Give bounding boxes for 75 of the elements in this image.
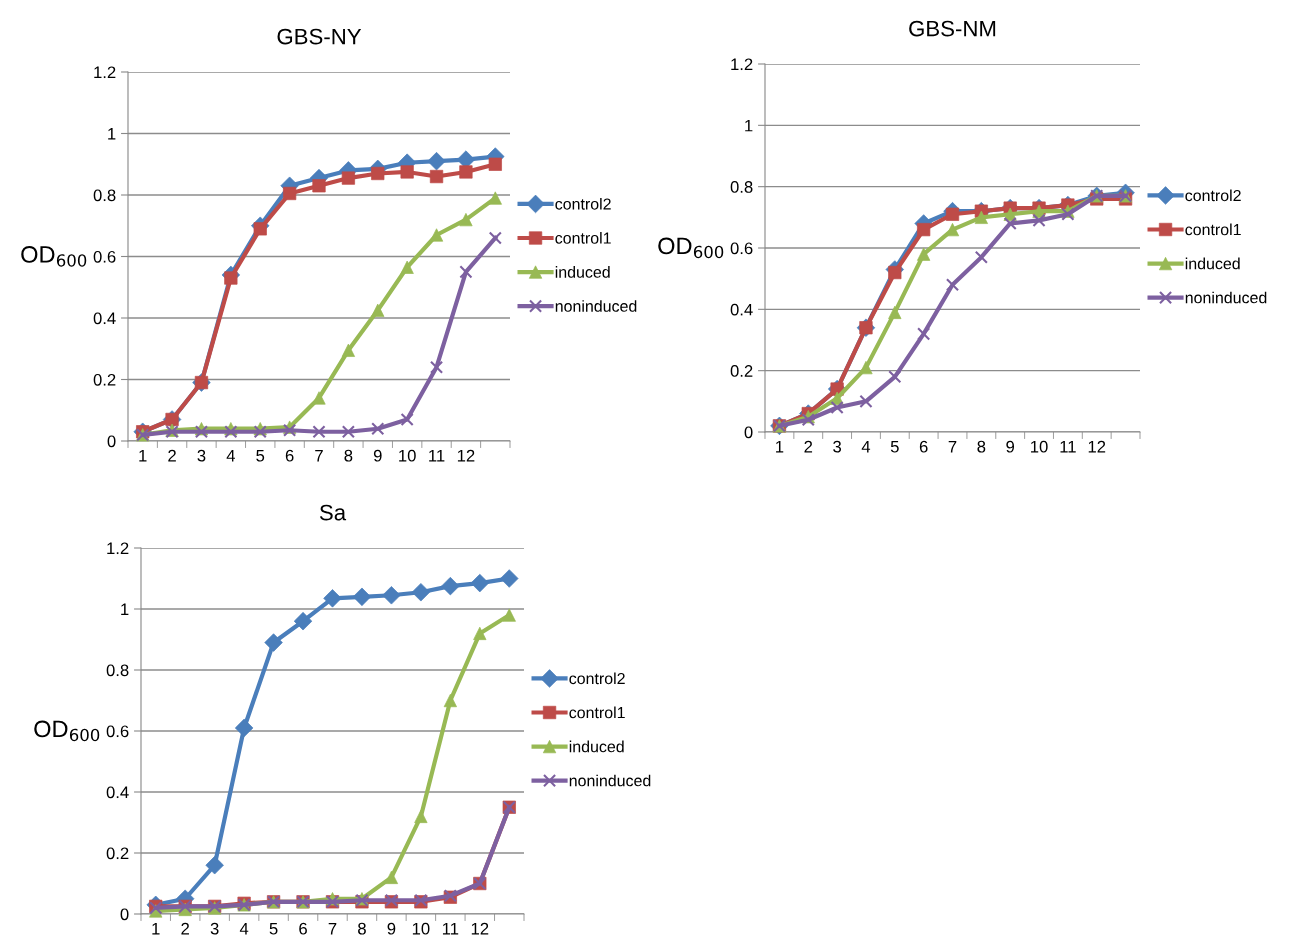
x-tick-label: 6 <box>285 449 294 462</box>
x-tick-label: 1 <box>776 440 784 453</box>
legend-label: control1 <box>569 706 625 719</box>
x-tick-label: 2 <box>168 449 176 462</box>
x-tick-label: 4 <box>239 922 249 935</box>
x-tick-label: 2 <box>804 440 813 453</box>
x-tick-label: 11 <box>429 449 445 462</box>
y-tick-label: 0.4 <box>93 312 116 325</box>
y-tick-label: 1 <box>108 128 116 140</box>
legend-label: control1 <box>1185 223 1241 236</box>
x-tick-label: 5 <box>256 449 265 462</box>
legend-label: control1 <box>555 232 611 244</box>
y-axis-title: OD$_{600}$ <box>34 720 100 742</box>
x-tick-label: 8 <box>358 922 366 935</box>
y-tick-label: 0.6 <box>93 250 116 263</box>
legend-label: noninduced <box>569 774 651 787</box>
x-tick-label: 9 <box>387 922 396 935</box>
y-tick-label: 0.8 <box>106 664 129 677</box>
y-tick-label: 0.2 <box>106 847 129 860</box>
y-tick-label: 0.6 <box>106 725 129 738</box>
y-tick-label: 0.4 <box>730 303 753 316</box>
y-tick-label: 0.8 <box>730 181 753 193</box>
y-tick-label: 0.6 <box>730 242 753 255</box>
x-tick-label: 3 <box>210 922 219 935</box>
x-tick-label: 10 <box>399 449 416 462</box>
y-tick-label: 0.8 <box>93 189 116 202</box>
x-tick-label: 9 <box>373 449 382 462</box>
y-axis-title: OD$_{600}$ <box>658 237 724 259</box>
x-tick-label: 5 <box>269 922 278 935</box>
y-tick-label: 1.2 <box>94 66 116 79</box>
x-tick-label: 5 <box>890 440 899 453</box>
x-tick-label: 6 <box>299 922 307 935</box>
x-tick-label: 12 <box>471 922 489 935</box>
y-tick-label: 1 <box>745 119 753 132</box>
legend-label: control2 <box>1185 189 1241 202</box>
x-tick-label: 4 <box>226 449 235 462</box>
x-tick-label: 1 <box>139 449 147 462</box>
x-tick-label: 7 <box>315 449 323 462</box>
x-tick-label: 7 <box>948 440 957 453</box>
legend-label: induced <box>1185 257 1240 270</box>
y-tick-label: 1.2 <box>107 542 129 555</box>
x-tick-label: 10 <box>412 922 430 935</box>
x-tick-label: 2 <box>181 922 189 935</box>
legend-label: control2 <box>555 197 611 210</box>
x-tick-label: 7 <box>328 922 337 935</box>
chart-title: GBS-NY <box>277 28 362 45</box>
x-tick-label: 8 <box>344 449 353 462</box>
y-tick-label: 0 <box>107 435 116 448</box>
chart-title: Sa <box>319 504 347 521</box>
x-tick-label: 1 <box>152 922 160 935</box>
x-tick-label: 12 <box>457 449 475 462</box>
y-tick-label: 0 <box>120 908 129 921</box>
legend-label: control2 <box>569 672 625 685</box>
x-tick-label: 3 <box>833 440 842 453</box>
y-axis-title: OD$_{600}$ <box>21 246 87 267</box>
y-tick-label: 0.4 <box>106 786 129 799</box>
x-tick-label: 12 <box>1088 440 1106 453</box>
x-tick-label: 11 <box>1060 440 1076 453</box>
chart-title: GBS-NM <box>909 20 996 37</box>
legend-label: induced <box>569 740 624 753</box>
legend-label: induced <box>555 266 610 278</box>
x-tick-label: 8 <box>977 440 986 453</box>
x-tick-label: 3 <box>197 449 206 462</box>
y-tick-label: 0 <box>744 426 753 439</box>
y-tick-label: 0.2 <box>93 373 116 386</box>
legend-label: noninduced <box>555 300 637 312</box>
x-tick-label: 10 <box>1031 440 1048 453</box>
y-tick-label: 1 <box>121 603 129 616</box>
y-tick-label: 1.2 <box>731 58 753 71</box>
x-tick-label: 6 <box>919 440 928 453</box>
legend-label: noninduced <box>1185 291 1267 304</box>
y-tick-label: 0.2 <box>730 365 753 377</box>
x-tick-label: 4 <box>861 440 871 453</box>
x-tick-label: 9 <box>1006 440 1015 453</box>
x-tick-label: 11 <box>442 922 459 935</box>
